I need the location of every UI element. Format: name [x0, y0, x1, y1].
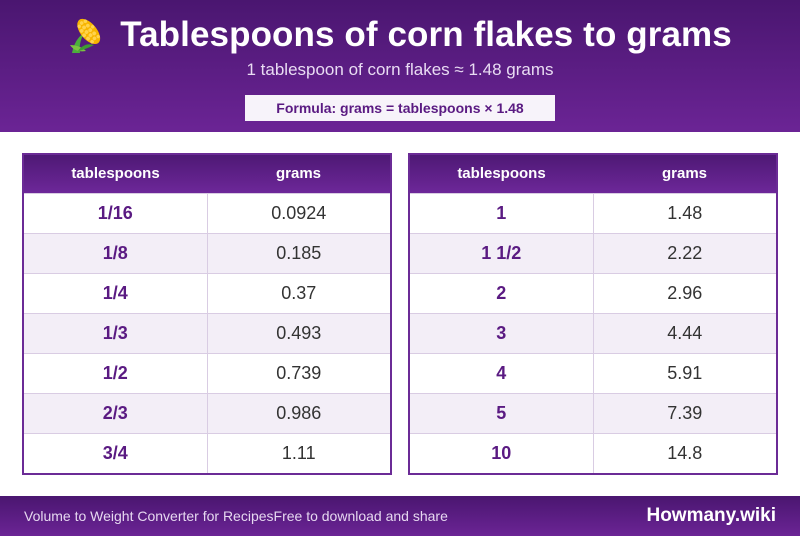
table-row: 1/8 0.185 — [24, 233, 390, 273]
tablespoons-cell: 2/3 — [24, 394, 208, 433]
column-header-tablespoons: tablespoons — [71, 165, 160, 182]
grams-cell: 0.185 — [276, 243, 322, 263]
tablespoons-cell: 4 — [410, 354, 594, 393]
brand-logo-text[interactable]: Howmany.wiki — [646, 505, 776, 526]
tablespoons-cell: 5 — [410, 394, 594, 433]
tablespoons-cell: 3 — [410, 314, 594, 353]
conversion-table-left: tablespoons grams 1/16 0.0924 1/8 0.185 … — [22, 153, 392, 475]
grams-cell: 0.37 — [281, 283, 317, 303]
corn-icon — [68, 15, 106, 55]
footer: Volume to Weight Converter for RecipesFr… — [0, 496, 800, 536]
table-row: 10 14.8 — [410, 433, 776, 473]
page-subtitle: 1 tablespoon of corn flakes ≈ 1.48 grams — [246, 60, 554, 79]
table-row: 2 2.96 — [410, 273, 776, 313]
table-row: 2/3 0.986 — [24, 393, 390, 433]
tablespoons-cell: 1/8 — [24, 234, 208, 273]
grams-cell: 14.8 — [667, 443, 703, 463]
tablespoons-cell: 1/4 — [24, 274, 208, 313]
tablespoons-cell: 1 1/2 — [410, 234, 594, 273]
grams-cell: 1.11 — [281, 443, 316, 463]
table-row: 1 1.48 — [410, 193, 776, 233]
grams-cell: 1.48 — [667, 203, 703, 223]
table-row: 1/3 0.493 — [24, 313, 390, 353]
conversion-table-right: tablespoons grams 1 1.48 1 1/2 2.22 2 2.… — [408, 153, 778, 475]
table-row: 4 5.91 — [410, 353, 776, 393]
table-row: 1/2 0.739 — [24, 353, 390, 393]
grams-cell: 7.39 — [667, 403, 703, 423]
table-row: 5 7.39 — [410, 393, 776, 433]
grams-cell: 0.0924 — [271, 203, 327, 223]
header: Tablespoons of corn flakes to grams 1 ta… — [0, 0, 800, 132]
tablespoons-cell: 2 — [410, 274, 594, 313]
table-row: 1 1/2 2.22 — [410, 233, 776, 273]
column-header-grams: grams — [275, 165, 322, 182]
table-row: 3 4.44 — [410, 313, 776, 353]
tablespoons-cell: 1/16 — [24, 194, 208, 233]
grams-cell: 2.22 — [667, 243, 703, 263]
grams-cell: 4.44 — [667, 323, 703, 343]
tablespoons-cell: 10 — [410, 434, 594, 473]
grams-cell: 0.493 — [276, 323, 322, 343]
table-row: 1/4 0.37 — [24, 273, 390, 313]
column-header-tablespoons: tablespoons — [457, 165, 546, 182]
formula-badge: Formula: grams = tablespoons × 1.48 — [245, 95, 555, 121]
page-title: Tablespoons of corn flakes to grams — [120, 15, 732, 54]
table-header: tablespoons grams — [24, 155, 390, 193]
tablespoons-cell: 1/3 — [24, 314, 208, 353]
tablespoons-cell: 3/4 — [24, 434, 208, 473]
title-row: Tablespoons of corn flakes to grams — [0, 12, 800, 58]
grams-cell: 0.739 — [276, 363, 322, 383]
tablespoons-cell: 1/2 — [24, 354, 208, 393]
grams-cell: 2.96 — [667, 283, 703, 303]
grams-cell: 5.91 — [667, 363, 703, 383]
column-header-grams: grams — [661, 165, 708, 182]
table-row: 1/16 0.0924 — [24, 193, 390, 233]
grams-cell: 0.986 — [276, 403, 322, 423]
table-row: 3/4 1.11 — [24, 433, 390, 473]
tablespoons-cell: 1 — [410, 194, 594, 233]
footer-description: Volume to Weight Converter for RecipesFr… — [24, 508, 448, 524]
table-header: tablespoons grams — [410, 155, 776, 193]
